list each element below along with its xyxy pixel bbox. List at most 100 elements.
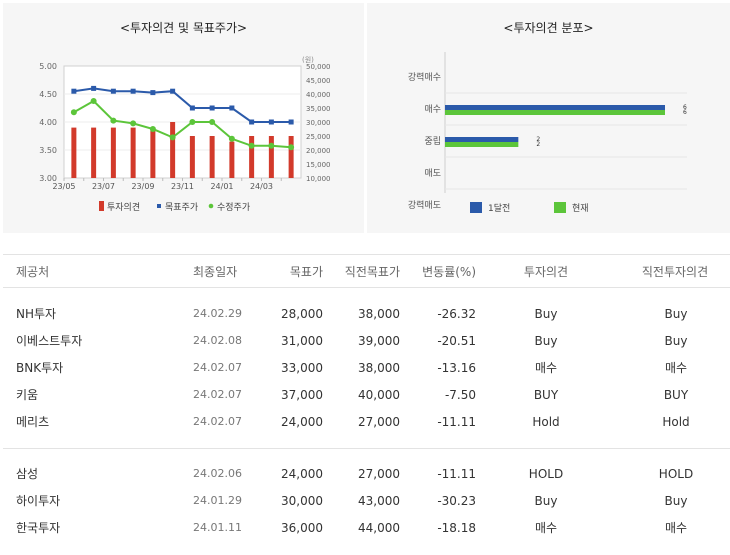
adjusted-price-point [90, 98, 97, 104]
right-axis-tick-label: 20,000 [306, 147, 331, 155]
x-tick-label: 23/09 [131, 182, 154, 191]
target-price-cell: 37,000 [281, 388, 323, 402]
x-tick-label: 23/11 [171, 182, 194, 191]
x-tick-label: 24/03 [250, 182, 273, 191]
adjusted-price-point [110, 117, 117, 124]
category-label: 강력매수 [408, 71, 441, 83]
legend-marker [470, 202, 482, 213]
adjusted-price-point [288, 144, 295, 151]
date-cell: 24.02.07 [193, 415, 242, 428]
prev-opinion-cell: Buy [664, 307, 688, 321]
right-axis-tick-label: 10,000 [306, 175, 331, 183]
target-price-cell: 24,000 [281, 415, 323, 429]
table-row: NH투자 24.02.29 28,000 38,000 -26.32 Buy Buy [3, 301, 730, 328]
opinion-target-chart: 5.00 4.50 4.00 3.50 3.00 50,000 45,000 40,000 35… [39, 55, 331, 213]
adjusted-price-point [268, 142, 275, 149]
right-axis-tick-label: 30,000 [306, 119, 331, 127]
change-rate-cell: -18.18 [437, 521, 476, 535]
change-rate-cell: -26.32 [437, 307, 476, 321]
change-rate-cell: -7.50 [444, 388, 476, 402]
target-price-point [268, 119, 274, 125]
target-price-cell: 31,000 [281, 334, 323, 348]
date-cell: 24.02.07 [193, 388, 242, 401]
category-label: 매수 [424, 104, 441, 115]
legend-marker [208, 203, 214, 209]
prev-opinion-cell: 매수 [664, 361, 688, 375]
opinion-cell: Buy [534, 334, 558, 348]
change-rate-cell: -20.51 [437, 334, 476, 348]
target-price-cell: 30,000 [281, 494, 323, 508]
opinion-bar [209, 136, 215, 178]
opinion-cell: 매수 [534, 521, 558, 535]
left-axis-tick-label: 4.00 [39, 118, 57, 127]
adjusted-price-point [209, 119, 216, 125]
opinion-cell: 매수 [534, 361, 558, 375]
x-tick-label: 23/07 [92, 182, 115, 191]
distribution-bar [445, 105, 665, 110]
target-price-point [249, 119, 255, 125]
header-prev-target-price: 직전목표가 [344, 265, 400, 279]
provider-cell: 한국투자 [16, 521, 61, 535]
opinion-bar [91, 127, 97, 178]
provider-cell: 삼성 [16, 467, 39, 481]
provider-cell: 하이투자 [16, 494, 61, 508]
legend-marker [99, 201, 104, 211]
target-price-cell: 24,000 [281, 467, 323, 481]
prev-target-price-cell: 43,000 [358, 494, 400, 508]
right-axis-tick-label: 15,000 [306, 161, 331, 169]
prev-opinion-cell: HOLD [658, 467, 694, 481]
bar-value-label: 6 [683, 104, 687, 111]
legend-marker [157, 204, 161, 208]
adjusted-price-point [130, 120, 137, 127]
left-axis-tick-label: 4.50 [39, 90, 57, 99]
opinion-bar [150, 130, 156, 178]
table-row: BNK투자 24.02.07 33,000 38,000 -13.16 매수 매수 [3, 355, 730, 382]
provider-cell: NH투자 [16, 307, 57, 321]
category-label: 강력매도 [408, 199, 441, 211]
right-axis-unit: (원) [302, 55, 314, 64]
target-price-point [91, 85, 97, 91]
target-price-point [209, 105, 215, 111]
category-label: 중립 [424, 136, 441, 147]
right-axis-tick-label: 40,000 [306, 91, 331, 99]
category-label: 매도 [424, 168, 441, 179]
right-axis-tick-label: 50,000 [306, 63, 331, 71]
legend-label: 현재 [572, 203, 589, 214]
opinion-bar [170, 122, 176, 178]
opinion-target-price-panel: <투자의견 및 목표주가> 5.00 4.50 4.00 3.50 3.00 50,000… [3, 3, 364, 233]
left-axis-tick-label: 3.50 [39, 146, 57, 155]
provider-cell: 이베스트투자 [16, 334, 83, 348]
opinion-bar [189, 136, 195, 178]
prev-opinion-cell: Buy [664, 334, 688, 348]
date-cell: 24.02.08 [193, 334, 242, 347]
prev-target-price-cell: 27,000 [358, 415, 400, 429]
header-target-price: 목표가 [289, 265, 323, 279]
target-price-point [71, 88, 77, 94]
opinion-bar [130, 127, 136, 178]
provider-cell: BNK투자 [16, 361, 64, 375]
opinion-bar [110, 127, 116, 178]
header-change-rate: 변동률(%) [422, 265, 476, 279]
legend-label: 수정주가 [217, 202, 250, 213]
prev-opinion-cell: 매수 [664, 521, 688, 535]
distribution-bar [445, 110, 665, 115]
table-row: 삼성 24.02.06 24,000 27,000 -11.11 HOLD HOLD [3, 461, 730, 488]
prev-target-price-cell: 40,000 [358, 388, 400, 402]
target-price-point [110, 88, 116, 94]
bar-value-label: 6 [683, 109, 687, 116]
series-line [73, 99, 292, 149]
header-provider: 제공처 [16, 265, 50, 279]
date-cell: 24.02.29 [193, 307, 242, 320]
prev-target-price-cell: 39,000 [358, 334, 400, 348]
legend-label: 투자의견 [107, 201, 140, 213]
opinion-distribution-chart-title: <투자의견 분포> [503, 21, 594, 35]
table-header: 제공처 최종일자 목표가 직전목표가 변동률(%) 투자의견 직전투자의견 [3, 254, 730, 288]
target-price-point [229, 105, 235, 111]
prev-target-price-cell: 27,000 [358, 467, 400, 481]
date-cell: 24.02.07 [193, 361, 242, 374]
prev-target-price-cell: 38,000 [358, 361, 400, 375]
bar-value-label: 2 [536, 136, 540, 143]
x-tick-label: 24/01 [210, 182, 233, 191]
series-line [73, 87, 292, 123]
